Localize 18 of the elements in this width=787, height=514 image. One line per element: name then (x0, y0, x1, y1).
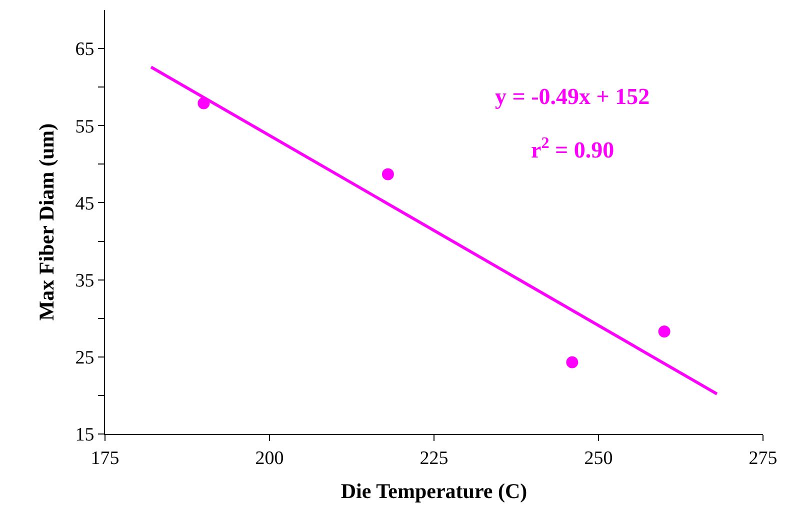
x-tick-label: 200 (255, 448, 284, 469)
point (566, 356, 578, 368)
point (658, 325, 670, 338)
y-tick-label: 15 (75, 424, 94, 446)
x-tick-label: 175 (90, 448, 120, 469)
x-axis-title: Die Temperature (C) (340, 479, 528, 503)
point (382, 168, 394, 180)
x-tick-label: 225 (420, 448, 448, 469)
y-tick-label: 35 (75, 270, 94, 292)
annotation: r$^{2}$ = 0.90 (531, 135, 614, 163)
y-tick-label: 65 (75, 39, 94, 60)
y-tick-label: 55 (75, 116, 94, 138)
x-tick-label: 275 (748, 448, 778, 469)
y-axis-title: Max Fiber Diam (um) (34, 123, 58, 321)
x-tick-label: 250 (584, 448, 613, 469)
y-tick-label: 25 (75, 348, 94, 369)
annotation: y = -0.49x + 152 (495, 84, 650, 109)
y-tick-label: 45 (75, 193, 94, 214)
